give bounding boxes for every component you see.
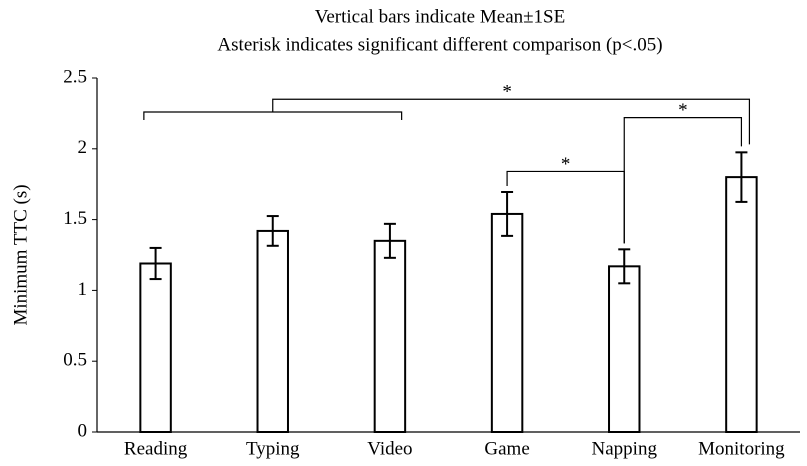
bar bbox=[256, 229, 289, 433]
significance-mark: * bbox=[502, 82, 512, 103]
x-tick-label: Video bbox=[367, 438, 412, 459]
x-tick-label: Napping bbox=[592, 438, 658, 459]
significance-mark: * bbox=[561, 154, 571, 175]
y-tick-label: 2.5 bbox=[63, 66, 87, 87]
x-tick-label: Game bbox=[484, 438, 529, 459]
x-tick-label: Monitoring bbox=[698, 438, 785, 459]
bar bbox=[725, 176, 758, 433]
comparison-bracket bbox=[272, 98, 751, 145]
y-axis-label: Minimum TTC (s) bbox=[10, 184, 31, 325]
bar bbox=[608, 265, 641, 433]
x-tick-label: Reading bbox=[124, 438, 188, 459]
bar bbox=[373, 239, 407, 433]
comparison-bracket bbox=[506, 170, 625, 244]
error-bar bbox=[735, 151, 748, 203]
y-tick-label: 0 bbox=[78, 420, 88, 441]
chart-title: Vertical bars indicate Mean±1SE bbox=[315, 6, 565, 27]
bar bbox=[490, 212, 524, 433]
y-tick-label: 0.5 bbox=[63, 350, 87, 371]
significance-mark: * bbox=[678, 100, 688, 121]
y-tick-label: 1.5 bbox=[63, 208, 87, 229]
y-tick-label: 1 bbox=[78, 279, 88, 300]
group-bracket bbox=[143, 111, 403, 120]
y-tick-label: 2 bbox=[78, 137, 88, 158]
comparison-bracket bbox=[623, 117, 743, 244]
error-bar bbox=[149, 246, 162, 281]
error-bar bbox=[501, 190, 514, 237]
error-bar bbox=[618, 248, 631, 285]
error-bar bbox=[266, 215, 279, 247]
x-tick-label: Typing bbox=[246, 438, 300, 459]
bar bbox=[139, 262, 172, 433]
error-bar bbox=[383, 222, 396, 259]
chart-subtitle: Asterisk indicates significant different… bbox=[217, 34, 662, 55]
